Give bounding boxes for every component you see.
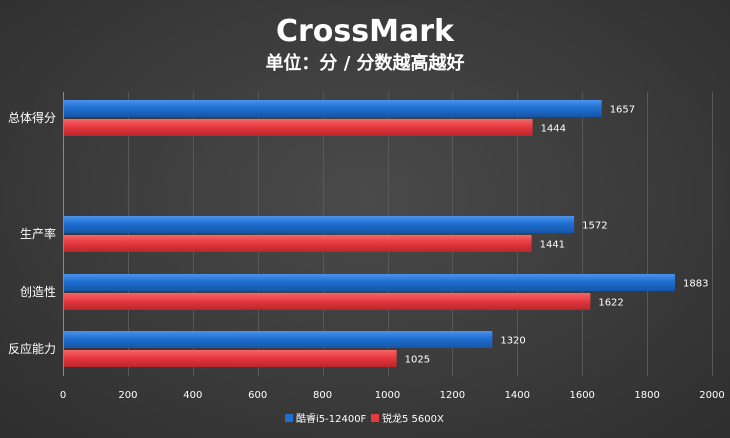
x-tick-label: 1400 [505,390,530,401]
category-label-creativity: 创造性 [20,285,56,299]
x-tick-label: 0 [60,390,66,401]
bar-amd-overall [64,119,533,136]
category-label-responsiveness: 反应能力 [8,341,56,356]
bar-intel-productivity [64,216,575,233]
legend: 酷睿i5-12400F 锐龙5 5600X [285,412,444,425]
x-tick-label: 2000 [699,390,724,401]
legend-label-intel: 酷睿i5-12400F [296,412,367,425]
x-tick-label: 400 [183,390,202,401]
bar-amd-responsiveness [64,350,397,367]
value-label-intel-productivity: 1572 [582,221,607,232]
legend-swatch-amd [371,414,379,422]
category-label-productivity: 生产率 [20,226,56,241]
value-label-amd-responsiveness: 1025 [405,355,430,366]
x-tick-label: 200 [118,390,137,401]
category-label-overall: 总体得分 [8,110,56,125]
bar-amd-productivity [64,235,532,252]
chart-subtitle: 单位：分 / 分数越高越好 [265,52,464,74]
value-label-amd-overall: 1444 [541,124,566,135]
value-label-intel-overall: 1657 [610,105,635,116]
legend-swatch-intel [285,414,293,422]
bar-intel-creativity [64,274,676,291]
bar-intel-overall [64,100,602,117]
bar-amd-creativity [64,293,591,310]
bars: 1657 1572 1883 1320 1444 1441 1622 1025 [64,100,708,367]
gridlines [63,92,713,376]
x-axis-ticks: 0 200 400 600 800 1000 1200 1400 1600 1800 2000 [60,390,725,401]
value-label-amd-creativity: 1622 [598,298,623,309]
x-tick-label: 600 [248,390,267,401]
value-label-intel-responsiveness: 1320 [500,336,525,347]
bar-intel-responsiveness [64,331,493,348]
chart-title: CrossMark [276,14,455,49]
x-tick-label: 1600 [569,390,594,401]
value-label-amd-productivity: 1441 [540,240,565,251]
legend-label-amd: 锐龙5 5600X [382,412,444,425]
x-tick-label: 1200 [440,390,465,401]
x-tick-label: 1000 [375,390,400,401]
value-label-intel-creativity: 1883 [683,279,708,290]
x-tick-label: 1800 [634,390,659,401]
x-tick-label: 800 [313,390,332,401]
